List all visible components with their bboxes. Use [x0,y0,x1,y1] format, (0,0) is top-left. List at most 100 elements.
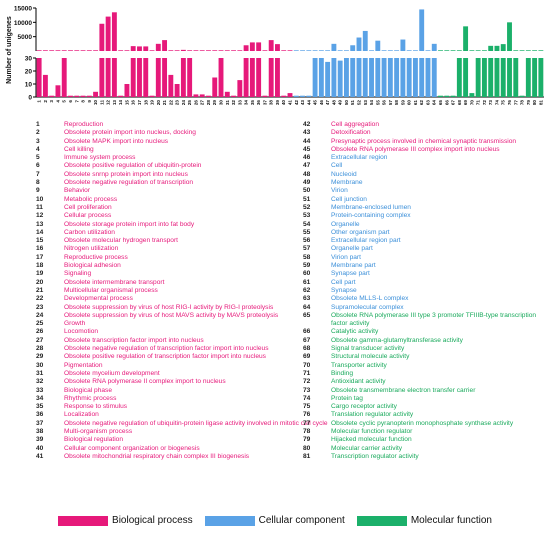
x-tick-label: 54 [369,100,374,106]
term-item: 54 Organelle [303,221,548,229]
term-item: 17 Reproductive process [36,254,341,262]
term-item: 77 Obsolete cyclic pyranopterin monophosp… [303,420,548,428]
term-item: 28 Obsolete negative regulation of transc… [36,345,341,353]
bar-top-stub [68,50,73,51]
term-item: 39 Biological regulation [36,436,341,444]
x-tick-label: 57 [388,100,393,106]
y-tick-label-bottom: 30 [25,56,33,63]
bar [237,80,243,97]
term-number: 64 [303,303,311,311]
term-number: 74 [303,394,311,402]
bar-top-segment [243,45,249,51]
bar [456,58,462,97]
bar-bottom-segment [494,58,500,97]
term-item: 67 Obsolete gamma-glutamyltransferase act… [303,337,548,345]
term-item: 31 Obsolete mycelium development [36,370,341,378]
bar [293,95,299,97]
term-item: 6 Obsolete positive regulation of ubiquit… [36,162,341,170]
bar-top-segment [494,45,500,51]
term-label: Obsolete transcription factor import int… [64,336,204,344]
x-tick-label: 35 [250,100,255,106]
bar-bottom-segment [356,58,362,97]
term-list-left: 1 Reproduction 2 Obsolete protein import in… [36,121,341,461]
term-number: 59 [303,262,311,270]
term-number: 47 [303,162,311,170]
bar [93,91,99,97]
bar-top-stub [74,50,80,51]
bar [381,58,387,97]
bar [206,95,211,97]
bar-top-stub [262,50,268,51]
bar-top-stub [55,50,61,51]
term-number: 71 [303,369,311,377]
term-number: 72 [303,378,311,386]
term-number: 61 [303,278,311,286]
bar [481,58,487,97]
x-tick-label: 14 [118,100,123,106]
bar-top-stub [206,50,211,51]
term-number: 43 [303,129,311,137]
term-label: Catalytic activity [331,328,379,336]
term-item: 56 Extracellular region part [303,237,548,245]
term-number: 49 [303,179,311,187]
term-label: Nitrogen utilization [64,245,119,253]
bar-bottom-segment [249,58,255,97]
bar-top-segment [137,46,142,51]
bar-top-segment [400,39,406,51]
term-item: 15 Obsolete molecular hydrogen transport [36,237,341,245]
bar-top-segment [419,9,425,51]
bar-top-segment [105,16,111,52]
x-tick-label: 23 [175,100,180,106]
bar [281,95,287,97]
term-item: 43 Detoxification [303,129,548,137]
term-label: Structural molecule activity [331,353,410,361]
term-item: 4 Cell killing [36,146,341,154]
x-tick-label: 28 [206,100,211,106]
term-number: 3 [36,137,40,145]
bar [36,58,42,97]
term-number: 33 [36,386,44,394]
term-number: 75 [303,403,311,411]
term-label: Obsolete RNA polymerase II complex impor… [64,378,226,386]
bar-top-segment [130,46,136,51]
term-number: 8 [36,179,40,187]
term-label: Immune system process [64,154,136,162]
term-item: 52 Membrane-enclosed lumen [303,204,548,212]
term-number: 46 [303,154,311,162]
bar-top-stub [532,50,538,51]
bar [80,95,86,97]
y-tick-label-bottom: 0 [28,95,32,102]
term-item: 5 Immune system process [36,154,341,162]
term-number: 20 [36,278,44,286]
x-tick-label: 66 [444,100,449,106]
bar [231,95,237,97]
term-label: Obsolete transmembrane electron transfer… [331,386,476,394]
term-label: Cellular component organization or bioge… [64,444,200,452]
term-number: 22 [36,295,44,303]
bar-top-stub [149,50,155,51]
bar [450,95,456,97]
bar-top-segment [350,45,356,51]
term-item: 30 Pigmentation [36,362,341,370]
bar [193,94,199,97]
x-tick-label: 39 [275,100,280,106]
term-item: 53 Protein-containing complex [303,212,548,220]
term-item: 65 Obsolete RNA polymerase III type 3 pro… [303,312,548,329]
x-tick-label: 32 [231,100,236,106]
term-label: Obsolete negative regulation of transcri… [64,179,194,187]
term-number: 50 [303,187,311,195]
term-number: 5 [36,154,40,162]
legend-label-mol: Molecular function [410,515,492,526]
term-number: 66 [303,328,311,336]
bar-bottom-segment [500,58,506,97]
term-label: Obsolete positive regulation of transcri… [64,353,266,361]
term-item: 73 Obsolete transmembrane electron transf… [303,387,548,395]
term-label: Membrane-enclosed lumen [331,203,411,211]
term-number: 54 [303,220,311,228]
term-label: Virion [331,187,348,195]
bar-top-segment [500,44,506,51]
bar [68,95,73,97]
bar [469,93,475,97]
term-label: Obsolete MAPK import into nucleus [64,137,169,145]
term-number: 31 [36,369,44,377]
